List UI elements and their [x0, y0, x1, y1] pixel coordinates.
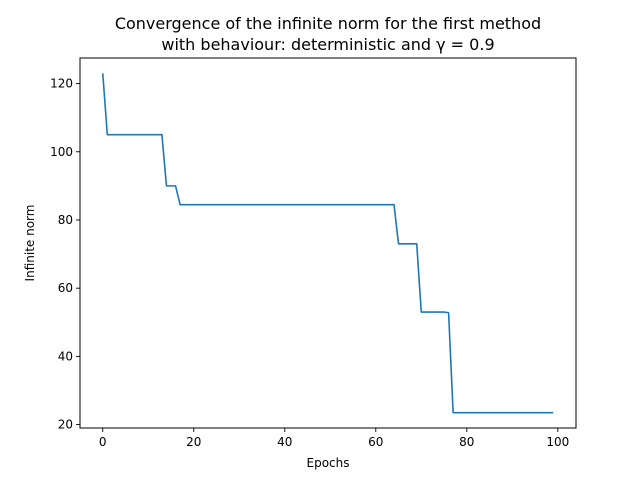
plot-area	[101, 73, 554, 414]
x-axis-label: Epochs	[307, 456, 350, 470]
y-tick-label: 120	[50, 77, 73, 91]
y-tick-label: 80	[58, 213, 73, 227]
x-tick-label: 100	[546, 435, 569, 449]
x-axis-ticks: 0 20 40 60 80 100	[99, 428, 569, 449]
x-tick-label: 60	[368, 435, 383, 449]
y-tick-label: 60	[58, 281, 73, 295]
x-tick-label: 40	[277, 435, 292, 449]
x-tick-label: 20	[186, 435, 201, 449]
y-tick-label: 100	[50, 145, 73, 159]
series-line	[101, 73, 554, 414]
y-tick-label: 40	[58, 349, 73, 363]
chart-title-line-2: with behaviour: deterministic and γ = 0.…	[161, 35, 494, 54]
x-tick-label: 80	[459, 435, 474, 449]
x-tick-label: 0	[99, 435, 107, 449]
chart-title-line-1: Convergence of the infinite norm for the…	[115, 14, 541, 33]
y-tick-label: 20	[58, 418, 73, 432]
y-axis-ticks: 20 40 60 80 100 120	[50, 77, 80, 432]
y-axis-label: Infinite norm	[23, 205, 37, 282]
axes-frame	[79, 57, 577, 429]
